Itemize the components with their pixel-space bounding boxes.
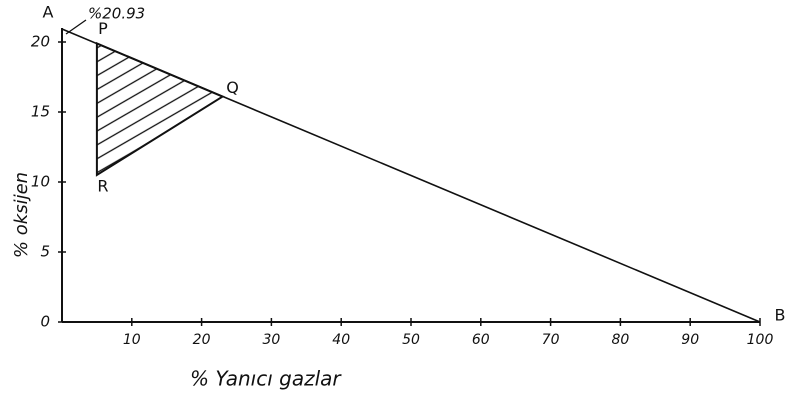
x-axis-label: % Yanıcı gazlar <box>190 367 342 391</box>
point-label: P <box>98 19 108 38</box>
y-tick-label: 10 <box>31 173 50 191</box>
x-tick-label: 80 <box>611 332 629 348</box>
x-tick-label: 70 <box>542 332 560 348</box>
x-tick-label: 60 <box>472 332 490 348</box>
x-tick-label: 20 <box>193 332 211 348</box>
point-label: B <box>775 306 786 325</box>
y-tick-label: 20 <box>31 33 50 51</box>
point-label: A <box>43 2 54 21</box>
y-tick-label: 0 <box>40 313 50 331</box>
x-tick-label: 10 <box>123 332 141 348</box>
x-tick-label: 30 <box>262 332 280 348</box>
x-tick-label: 50 <box>402 332 420 348</box>
point-label: R <box>97 177 108 196</box>
x-tick-label: 40 <box>332 332 350 348</box>
y-tick-label: 15 <box>31 103 50 121</box>
annotation: %20.93 <box>88 5 145 23</box>
hatched-region <box>95 41 225 177</box>
y-tick-label: 5 <box>40 243 50 261</box>
point-label: Q <box>226 78 239 97</box>
line-ab <box>61 28 761 323</box>
y-axis-label: % oksijen <box>11 172 32 258</box>
x-tick-label: 90 <box>681 332 699 348</box>
x-tick-label: 100 <box>747 332 774 348</box>
